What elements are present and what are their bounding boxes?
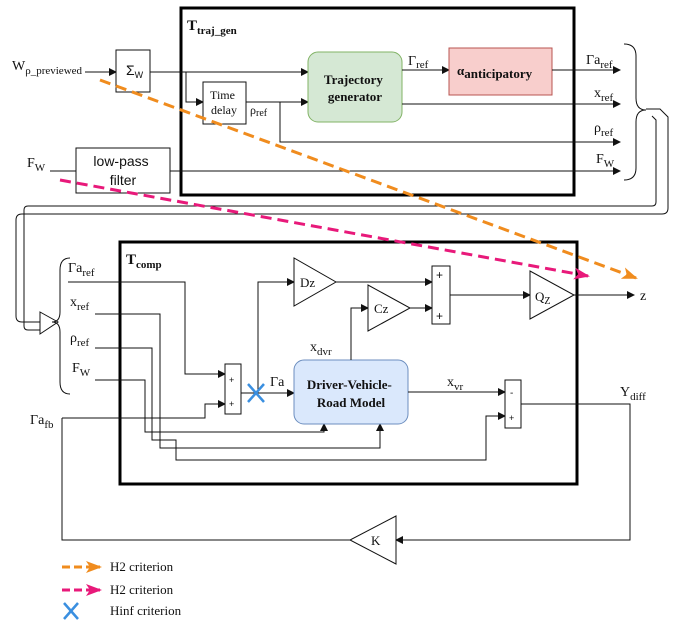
out-x-ref-label: xref xyxy=(594,86,614,104)
y-diff-label: Ydiff xyxy=(620,385,646,403)
sum-2-plus-bottom: + xyxy=(436,309,443,323)
input-w-previewed: Wρ_previewed xyxy=(12,59,83,77)
time-delay-label: Time delay xyxy=(210,88,238,117)
dz-label: Dz xyxy=(300,275,315,290)
k-label: K xyxy=(371,533,381,548)
bus-connector-inner xyxy=(23,115,657,331)
comp-frame-title: Tcomp xyxy=(126,252,162,271)
sigma-w-label: ΣW xyxy=(126,62,144,80)
sum-1-plus-bottom: + xyxy=(229,399,234,409)
z-output-label: z xyxy=(640,289,646,304)
bus-arrowhead xyxy=(39,311,59,335)
rho-ref-inner-label: ρref xyxy=(250,103,268,119)
cz-gain-block xyxy=(367,284,412,332)
in-rho-ref-label: ρref xyxy=(70,331,90,349)
traj-gen-frame-title: Ttraj_gen xyxy=(187,18,237,37)
sum-1-plus-top: + xyxy=(229,375,234,385)
dz-gain-block xyxy=(293,257,338,307)
sum-2-plus-top: + xyxy=(436,268,443,282)
in-f-w-label: FW xyxy=(72,361,91,379)
output-brace xyxy=(623,43,647,181)
gamma-ref-label: Γref xyxy=(408,54,429,71)
in-x-ref-label: xref xyxy=(70,295,90,313)
sum-3-plus: + xyxy=(509,413,514,423)
driver-vehicle-road-model-label: Driver-Vehicle- Road Model xyxy=(307,377,395,410)
sum-block-1 xyxy=(224,363,242,415)
bus-connector xyxy=(15,108,669,323)
sum-3-minus: - xyxy=(510,388,513,399)
x-vr-label: xvr xyxy=(447,375,464,393)
out-rho-ref-label: ρref xyxy=(594,121,614,139)
legend-label-3: Hinf criterion xyxy=(110,603,182,618)
gamma-a-label: Γa xyxy=(270,375,285,390)
cz-label: Cz xyxy=(374,301,389,316)
trajectory-generator-block xyxy=(307,51,403,123)
legend: H2 criterion H2 criterion Hinf criterion xyxy=(62,559,182,620)
driver-vehicle-road-model-block xyxy=(293,359,409,425)
anticipatory-label: αanticipatory xyxy=(457,63,533,81)
legend-label-1: H2 criterion xyxy=(110,559,174,574)
comp-frame xyxy=(118,240,579,486)
qz-label: QZ xyxy=(535,289,551,307)
input-brace xyxy=(51,257,71,395)
legend-blue-cross-icon xyxy=(63,602,79,620)
input-f-w: FW xyxy=(27,156,46,174)
traj-gen-frame xyxy=(179,6,576,197)
k-gain-block xyxy=(348,515,397,565)
hinf-criterion-cross-icon xyxy=(247,383,265,403)
low-pass-filter-block xyxy=(75,147,171,194)
out-f-w-label: FW xyxy=(596,152,615,170)
sigma-w-block xyxy=(115,49,151,93)
out-gamma-a-ref-label: Γaref xyxy=(586,53,613,71)
x-dvr-label: xdvr xyxy=(310,340,332,358)
qz-gain-block xyxy=(529,270,576,320)
low-pass-filter-label: low-pass filter xyxy=(93,153,152,188)
time-delay-block xyxy=(202,81,247,125)
anticipatory-block xyxy=(448,47,553,96)
in-gamma-a-ref-label: Γaref xyxy=(68,261,95,279)
trajectory-generator-label: Trajectory generator xyxy=(324,72,386,104)
gamma-a-fb-label: Γafb xyxy=(30,413,54,431)
h2-criterion-orange-arrow xyxy=(99,78,638,280)
h2-criterion-magenta-arrow xyxy=(59,178,590,280)
legend-label-2: H2 criterion xyxy=(110,582,174,597)
